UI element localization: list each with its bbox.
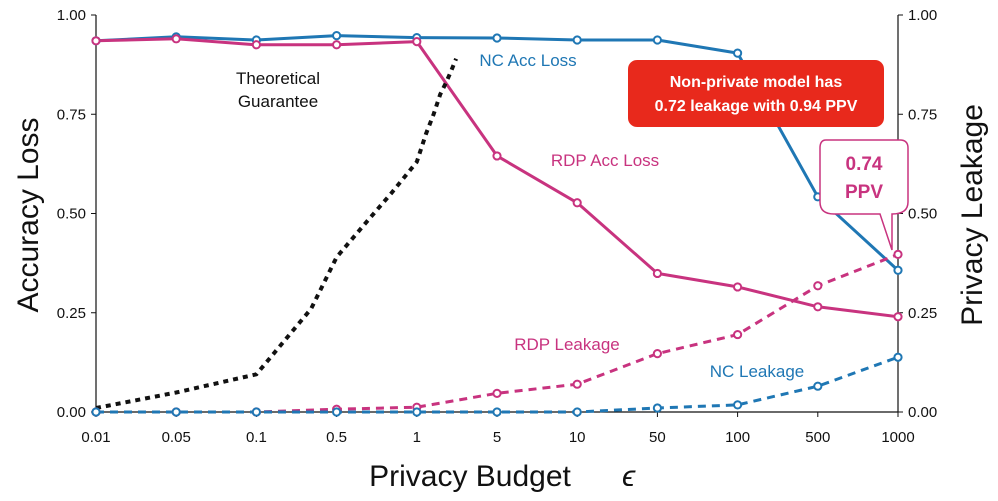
rdp-acc-loss-point <box>652 268 663 279</box>
rdp-leakage-point <box>492 388 502 398</box>
x-tick-label: 0.05 <box>162 429 191 446</box>
rdp-leakage-label: RDP Leakage <box>514 335 620 354</box>
left-axis-title: Accuracy Loss <box>12 117 45 312</box>
nc-acc-loss-point <box>332 31 342 41</box>
callout-box <box>628 60 884 127</box>
rdp-acc-loss-point <box>91 36 101 46</box>
y-right-tick-label: 0.75 <box>908 106 937 123</box>
nc-acc-loss-label: NC Acc Loss <box>479 51 576 70</box>
nc-leakage-point <box>572 407 582 417</box>
x-axis-title: Privacy Budget <box>369 460 571 493</box>
theory-label-line2: Guarantee <box>238 92 318 111</box>
rdp-acc-loss-point <box>251 40 261 50</box>
x-tick-label: 100 <box>725 429 750 446</box>
right-axis-title: Privacy Leakage <box>956 104 989 326</box>
rdp-leakage-point <box>893 249 903 259</box>
nc-leakage-point <box>251 407 261 417</box>
y-left-tick-label: 0.75 <box>57 106 86 123</box>
nc-leakage-point <box>733 400 743 410</box>
rdp-acc-loss-point <box>572 198 582 208</box>
nc-acc-loss-point <box>733 48 743 58</box>
rdp-leakage-point <box>572 379 582 389</box>
x-tick-label: 500 <box>805 429 830 446</box>
x-tick-label: 5 <box>493 429 501 446</box>
theoretical-guarantee-line <box>95 57 458 410</box>
callout-line1: Non-private model has <box>670 74 843 91</box>
x-tick-label: 0.1 <box>246 429 267 446</box>
x-tick-label: 0.5 <box>326 429 347 446</box>
nc-leakage-point <box>171 407 181 417</box>
ppv-value: 0.74 <box>846 154 883 175</box>
x-tick-label: 10 <box>569 429 586 446</box>
x-tick-label: 1000 <box>881 429 914 446</box>
rdp-acc-loss-point <box>733 282 743 292</box>
y-right-tick-label: 1.00 <box>908 7 937 24</box>
rdp-leakage-point <box>652 349 663 359</box>
y-left-tick-label: 1.00 <box>57 7 86 24</box>
x-tick-label: 50 <box>649 429 666 446</box>
rdp-leakage-point <box>733 329 743 340</box>
nc-acc-loss-point <box>652 35 663 45</box>
y-right-tick-label: 0.50 <box>908 206 937 223</box>
ppv-label: PPV <box>845 182 883 203</box>
y-right-tick-label: 0.00 <box>908 404 937 421</box>
nc-acc-loss-point <box>893 265 903 275</box>
nc-leakage-point <box>813 381 823 391</box>
nc-leakage-line <box>96 355 899 414</box>
ppv-bubble-shape <box>819 139 909 251</box>
tick-group: 0.01 0.05 0.1 0.5 1 5 10 50 100 500 1000 0.00 0.25 0.… <box>57 7 937 446</box>
y-right-tick-label: 0.25 <box>908 305 937 322</box>
ppv-bubble: 0.74 PPV <box>819 139 909 251</box>
nc-leakage-point <box>652 403 663 413</box>
non-private-callout: Non-private model has 0.72 leakage with … <box>628 60 884 127</box>
nc-leakage-point <box>412 407 422 417</box>
x-tick-label: 1 <box>413 429 421 446</box>
marker-group <box>91 31 903 417</box>
rdp-leakage-point <box>813 281 823 291</box>
y-left-tick-label: 0.25 <box>57 305 86 322</box>
rdp-acc-loss-point <box>412 36 422 47</box>
nc-leakage-point <box>893 352 903 362</box>
y-left-tick-label: 0.50 <box>57 206 86 223</box>
nc-leakage-point <box>492 407 502 417</box>
rdp-leakage-line <box>96 253 899 414</box>
nc-acc-loss-point <box>572 35 582 45</box>
nc-acc-loss-point <box>492 33 502 43</box>
rdp-acc-loss-point <box>492 151 502 161</box>
nc-leakage-point <box>332 407 342 417</box>
rdp-acc-loss-point <box>332 40 342 50</box>
rdp-acc-loss-label: RDP Acc Loss <box>551 151 659 170</box>
nc-leakage-label: NC Leakage <box>710 362 805 381</box>
x-axis-symbol: ϵ <box>622 460 636 493</box>
rdp-acc-loss-point <box>813 302 823 312</box>
nc-leakage-point <box>91 407 101 417</box>
y-left-tick-label: 0.00 <box>57 404 86 421</box>
rdp-acc-loss-point <box>171 34 181 44</box>
callout-line2: 0.72 leakage with 0.94 PPV <box>655 98 858 115</box>
x-tick-label: 0.01 <box>81 429 110 446</box>
rdp-acc-loss-point <box>893 312 903 322</box>
theory-label-line1: Theoretical <box>236 69 320 88</box>
